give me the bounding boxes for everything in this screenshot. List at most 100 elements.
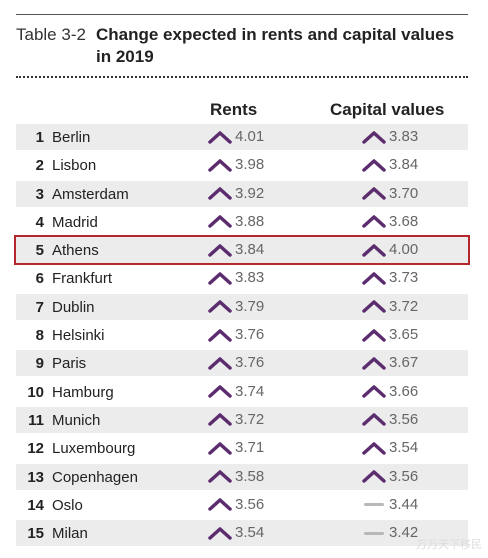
rents-value: 3.72 [235, 410, 265, 428]
up-chevron-icon [208, 130, 232, 144]
up-chevron-icon [362, 271, 386, 285]
up-chevron-icon [208, 271, 232, 285]
rents-cell: 3.79 [208, 298, 264, 315]
city-name: Frankfurt [52, 270, 113, 288]
capital-cell: 3.67 [362, 354, 418, 371]
table-row: 11 Munich 3.72 3.56 [16, 406, 468, 433]
capital-value: 3.42 [389, 524, 419, 542]
rents-cell: 3.54 [208, 524, 264, 541]
rents-cell: 4.01 [208, 128, 264, 145]
up-chevron-icon [208, 158, 232, 172]
city-name: Amsterdam [52, 185, 129, 203]
column-header-capital: Capital values [330, 100, 445, 119]
dotted-divider [16, 76, 468, 78]
up-chevron-icon [208, 497, 232, 512]
rents-cell: 3.92 [208, 185, 264, 202]
capital-cell: 3.73 [362, 269, 418, 286]
rents-cell: 3.98 [208, 156, 264, 173]
flat-dash-icon [362, 497, 386, 511]
rank-number: 3 [35, 185, 44, 203]
capital-cell: 3.70 [362, 185, 418, 202]
city-name: Athens [52, 242, 99, 260]
up-chevron-icon [208, 214, 232, 229]
capital-value: 3.84 [389, 156, 419, 174]
table-row: 3 Amsterdam 3.92 3.70 [16, 180, 468, 207]
rank-number: 4 [35, 213, 44, 231]
rank-number: 13 [27, 468, 44, 486]
rents-value: 3.56 [235, 495, 265, 513]
up-chevron-icon [362, 130, 386, 144]
capital-value: 3.68 [389, 212, 419, 230]
up-chevron-icon [362, 158, 386, 172]
rents-cell: 3.58 [208, 468, 264, 485]
capital-value: 3.56 [389, 410, 419, 428]
table-row: 4 Madrid 3.88 3.68 [16, 209, 468, 235]
table-label: Table 3-2 [16, 25, 86, 44]
up-chevron-icon [208, 384, 232, 398]
rank-number: 12 [27, 440, 44, 458]
rents-value: 4.01 [235, 128, 265, 145]
table-title-block: Table 3-2 Change expected in rents and ca… [16, 24, 476, 68]
capital-value: 3.70 [389, 184, 419, 202]
capital-value: 3.56 [389, 467, 419, 485]
rents-cell: 3.74 [208, 383, 264, 400]
capital-value: 3.54 [389, 439, 419, 457]
city-name: Oslo [52, 496, 83, 514]
up-chevron-icon [362, 441, 386, 455]
up-chevron-icon [208, 441, 232, 455]
capital-cell: 3.68 [362, 213, 418, 230]
up-chevron-icon [208, 412, 232, 427]
capital-cell: 3.44 [362, 496, 418, 513]
city-name: Copenhagen [52, 468, 138, 486]
up-chevron-icon [362, 243, 386, 257]
watermark-text: 万万天下移民 [416, 539, 482, 551]
rents-value: 3.84 [235, 241, 265, 259]
city-name: Hamburg [52, 383, 114, 401]
capital-cell: 3.56 [362, 468, 418, 485]
rents-value: 3.71 [235, 439, 265, 457]
up-chevron-icon [208, 526, 232, 540]
rank-number: 9 [35, 355, 44, 373]
city-name: Luxembourg [52, 440, 136, 458]
capital-value: 3.66 [389, 382, 419, 400]
table-row: 12 Luxembourg 3.71 3.54 [16, 435, 468, 461]
city-name: Lisbon [52, 157, 97, 175]
up-chevron-icon [362, 186, 386, 200]
capital-cell: 3.54 [362, 439, 418, 456]
rents-cell: 3.83 [208, 269, 264, 286]
flat-dash-icon [362, 526, 386, 540]
table-title: Change expected in rents and capital val… [96, 25, 455, 66]
table-row: 1 Berlin 4.01 3.83 [16, 124, 468, 150]
capital-value: 3.65 [389, 326, 419, 344]
rents-value: 3.88 [235, 212, 265, 230]
up-chevron-icon [362, 299, 386, 314]
city-name: Madrid [52, 213, 98, 231]
rank-number: 7 [35, 298, 44, 316]
table-row: 15 Milan 3.54 3.42 [16, 520, 468, 547]
rank-number: 14 [27, 496, 44, 514]
capital-value: 3.73 [389, 269, 419, 287]
rank-number: 15 [27, 525, 44, 543]
city-name: Helsinki [52, 327, 105, 345]
up-chevron-icon [208, 356, 232, 370]
capital-value: 3.67 [389, 354, 419, 372]
rents-cell: 3.84 [208, 241, 264, 258]
capital-value: 4.00 [389, 241, 419, 259]
capital-cell: 3.72 [362, 298, 418, 315]
up-chevron-icon [362, 214, 386, 229]
capital-value: 3.72 [389, 297, 419, 315]
rank-number: 1 [35, 129, 44, 146]
table-row-highlighted: 5 Athens 3.84 4.00 [14, 235, 470, 266]
rank-number: 6 [35, 270, 44, 288]
capital-cell: 3.83 [362, 128, 418, 145]
up-chevron-icon [208, 186, 232, 200]
capital-cell: 3.56 [362, 411, 418, 428]
rents-value: 3.54 [235, 524, 265, 542]
up-chevron-icon [208, 328, 232, 342]
city-name: Berlin [52, 129, 91, 146]
capital-value: 3.83 [389, 128, 419, 145]
up-chevron-icon [208, 469, 232, 483]
rents-value: 3.79 [235, 297, 265, 315]
city-name: Dublin [52, 298, 95, 316]
table-row: 7 Dublin 3.79 3.72 [16, 293, 468, 320]
